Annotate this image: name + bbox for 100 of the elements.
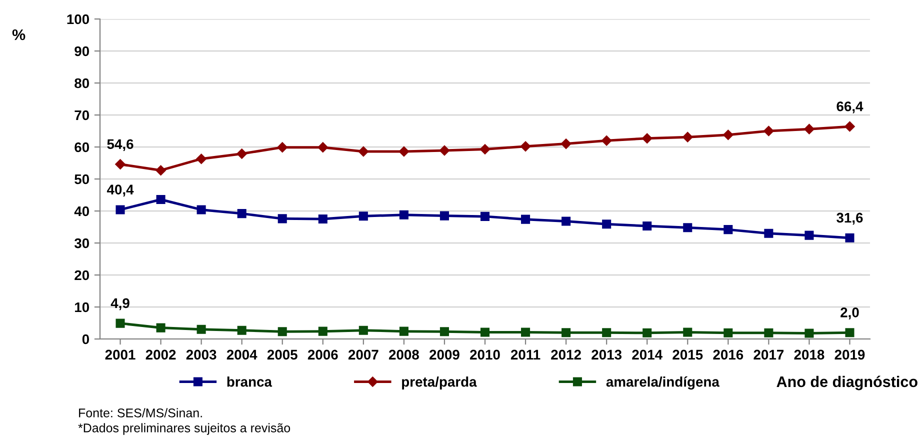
point (845, 233, 854, 242)
x-tick-label: 2019 (834, 350, 865, 360)
point (440, 327, 449, 336)
point (399, 326, 408, 336)
point (521, 214, 530, 224)
x-tick-label: 2018 (794, 350, 824, 360)
point (480, 144, 490, 154)
x-axis-title: Ano de diagnóstico (776, 376, 918, 390)
x-tick-label: 2011 (510, 350, 540, 360)
legend-label: amarela/indígena (606, 376, 720, 390)
point (683, 223, 692, 232)
point (398, 146, 410, 157)
point (602, 328, 612, 338)
point (562, 328, 571, 338)
point (237, 209, 246, 218)
annotation: 4,9 (110, 298, 130, 310)
x-tick-label: 2004 (226, 350, 258, 360)
point (318, 326, 328, 336)
y-axis-title: % (12, 29, 26, 40)
point (480, 328, 490, 337)
y-tick-label: 30 (74, 238, 90, 248)
point (562, 216, 571, 226)
x-tick-label: 2001 (105, 350, 136, 360)
point (278, 327, 287, 336)
point (196, 324, 206, 334)
y-tick-label: 70 (74, 110, 90, 120)
point (804, 328, 814, 338)
x-tick-label: 2012 (551, 350, 581, 360)
x-tick-label: 2005 (267, 350, 298, 360)
x-tick-label: 2009 (430, 350, 460, 360)
y-tick-label: 0 (82, 334, 90, 344)
x-tick-label: 2006 (308, 350, 338, 360)
point (237, 326, 246, 335)
y-tick-label: 20 (74, 270, 90, 280)
point (845, 328, 854, 338)
point (196, 205, 206, 214)
x-tick-label: 2007 (348, 350, 378, 360)
point (399, 210, 408, 220)
point (358, 146, 369, 157)
point (642, 222, 652, 231)
annotation: 54,6 (107, 139, 134, 152)
point (156, 194, 166, 204)
point (318, 142, 328, 152)
legend-label: preta/parda (402, 376, 477, 390)
point (439, 145, 450, 156)
point (683, 328, 692, 337)
point (277, 142, 288, 152)
text: *Dados preliminares sujeitos a revisão (78, 423, 290, 435)
point (804, 124, 814, 134)
legend-label: branca (227, 376, 272, 387)
y-tick-label: 10 (75, 302, 90, 312)
point (278, 214, 287, 224)
point (602, 220, 612, 229)
point (196, 154, 206, 164)
point (764, 126, 774, 136)
point (236, 148, 247, 159)
point (723, 130, 734, 140)
x-tick-label: 2003 (186, 350, 216, 360)
x-tick-label: 2017 (754, 350, 784, 360)
point (116, 205, 125, 214)
x-tick-label: 2010 (470, 350, 500, 360)
x-tick-label: 2015 (672, 350, 703, 360)
annotation: 66,4 (836, 101, 864, 114)
y-tick-label: 60 (74, 142, 90, 152)
point (520, 141, 531, 152)
point (804, 230, 814, 240)
point (724, 225, 733, 234)
point (156, 323, 166, 332)
point (682, 132, 693, 142)
point (764, 228, 774, 238)
annotation: 2,0 (840, 308, 859, 320)
annotation: 40,4 (106, 184, 134, 196)
point (156, 165, 166, 176)
point (318, 214, 328, 224)
x-tick-label: 2002 (146, 350, 176, 360)
point (521, 328, 530, 337)
point (358, 326, 368, 335)
point (642, 133, 652, 144)
x-tick-label: 2008 (388, 350, 419, 360)
point (724, 328, 733, 338)
y-tick-label: 40 (74, 206, 90, 216)
y-tick-label: 80 (74, 78, 90, 88)
point (358, 212, 368, 221)
x-tick-label: 2016 (713, 350, 744, 360)
point (764, 328, 774, 338)
annotation: 31,6 (836, 212, 863, 225)
x-tick-label: 2014 (632, 350, 662, 360)
point (115, 159, 126, 170)
x-tick-label: 2013 (592, 350, 622, 360)
source-note: Fonte: SES/MS/Sinan. (79, 408, 202, 418)
point (480, 212, 490, 221)
point (440, 211, 449, 220)
point (560, 138, 572, 149)
point (844, 121, 855, 132)
point (642, 328, 652, 338)
y-tick-label: 100 (67, 14, 90, 24)
point (116, 318, 125, 328)
point (601, 135, 612, 146)
y-tick-label: 50 (74, 174, 90, 184)
y-tick-label: 90 (74, 46, 90, 56)
